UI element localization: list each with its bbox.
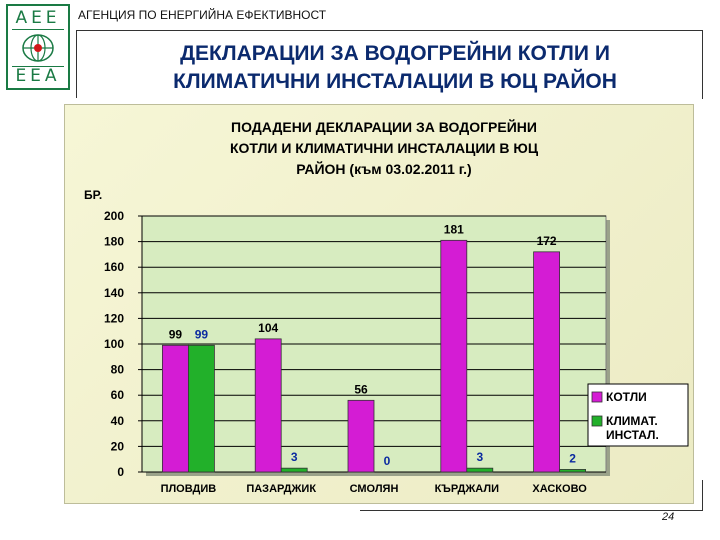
slide-title-line: КЛИМАТИЧНИ ИНСТАЛАЦИИ В ЮЦ РАЙОН	[173, 70, 617, 93]
title-bracket	[76, 30, 703, 99]
y-tick-label: 60	[111, 388, 125, 402]
data-label: 172	[537, 234, 557, 248]
legend-box	[587, 383, 689, 447]
data-label: 2	[569, 451, 576, 465]
x-category-label: ПАЗАРДЖИК	[246, 483, 316, 495]
bar-klimat	[187, 344, 215, 473]
data-label: 0	[384, 454, 391, 468]
logo-divider	[12, 29, 64, 30]
x-category-label: ПЛОВДИВ	[161, 483, 217, 495]
chart-title-line: РАЙОН (към 03.02.2011 г.)	[296, 160, 471, 177]
data-label: 181	[444, 222, 464, 236]
y-tick-label: 0	[117, 465, 124, 479]
logo-bottom-text: EEA	[15, 66, 61, 86]
y-axis-label: БР.	[84, 188, 102, 202]
y-tick-label: 40	[111, 414, 125, 428]
bar-kotli	[440, 239, 468, 473]
globe-icon	[22, 34, 54, 62]
data-label: 99	[169, 327, 183, 341]
bar-klimat	[559, 469, 586, 473]
chart-title-line: КОТЛИ И КЛИМАТИЧНИ ИНСТАЛАЦИИ В ЮЦ	[230, 140, 539, 156]
x-category-label: ХАСКОВО	[532, 483, 587, 495]
y-tick-label: 140	[104, 286, 124, 300]
y-tick-label: 160	[104, 260, 124, 274]
legend-label: КОТЛИ	[606, 390, 647, 404]
legend-swatch	[591, 415, 603, 427]
logo-top-text: AEE	[15, 8, 61, 28]
page-number: 24	[662, 511, 675, 523]
logo-divider	[12, 66, 64, 67]
bar-klimat	[280, 467, 308, 473]
bar-kotli	[347, 399, 375, 473]
slide-title-line: ДЕКЛАРАЦИИ ЗА ВОДОГРЕЙНИ КОТЛИ И	[180, 42, 610, 65]
title-bracket-left	[76, 30, 77, 98]
aee-logo: AEE EEA	[6, 4, 70, 90]
bar-kotli	[161, 344, 189, 473]
chart-title-line: ПОДАДЕНИ ДЕКЛАРАЦИИ ЗА ВОДОГРЕЙНИ	[231, 118, 537, 135]
data-label: 3	[476, 450, 483, 464]
data-label: 3	[291, 450, 298, 464]
x-category-label: КЪРДЖАЛИ	[435, 483, 499, 495]
legend-swatch	[591, 391, 603, 403]
y-tick-label: 120	[104, 311, 124, 325]
y-tick-label: 180	[104, 235, 124, 249]
footer-bracket	[360, 480, 703, 511]
bar-kotli	[254, 338, 282, 473]
bar-kotli	[533, 251, 560, 473]
y-tick-label: 20	[111, 439, 125, 453]
bar-klimat	[466, 467, 494, 473]
data-label: 104	[258, 321, 278, 335]
x-category-label: СМОЛЯН	[350, 483, 399, 495]
y-tick-label: 200	[104, 209, 124, 223]
y-tick-label: 80	[111, 363, 125, 377]
agency-name: АГЕНЦИЯ ПО ЕНЕРГИЙНА ЕФЕКТИВНОСТ	[78, 8, 327, 22]
y-tick-label: 100	[104, 337, 124, 351]
slide-title: ДЕКЛАРАЦИИ ЗА ВОДОГРЕЙНИ КОТЛИ И КЛИМАТИ…	[100, 40, 690, 96]
data-label: 56	[354, 382, 368, 396]
legend-label: КЛИМАТ. ИНСТАЛ.	[606, 414, 659, 442]
data-label: 99	[195, 327, 209, 341]
